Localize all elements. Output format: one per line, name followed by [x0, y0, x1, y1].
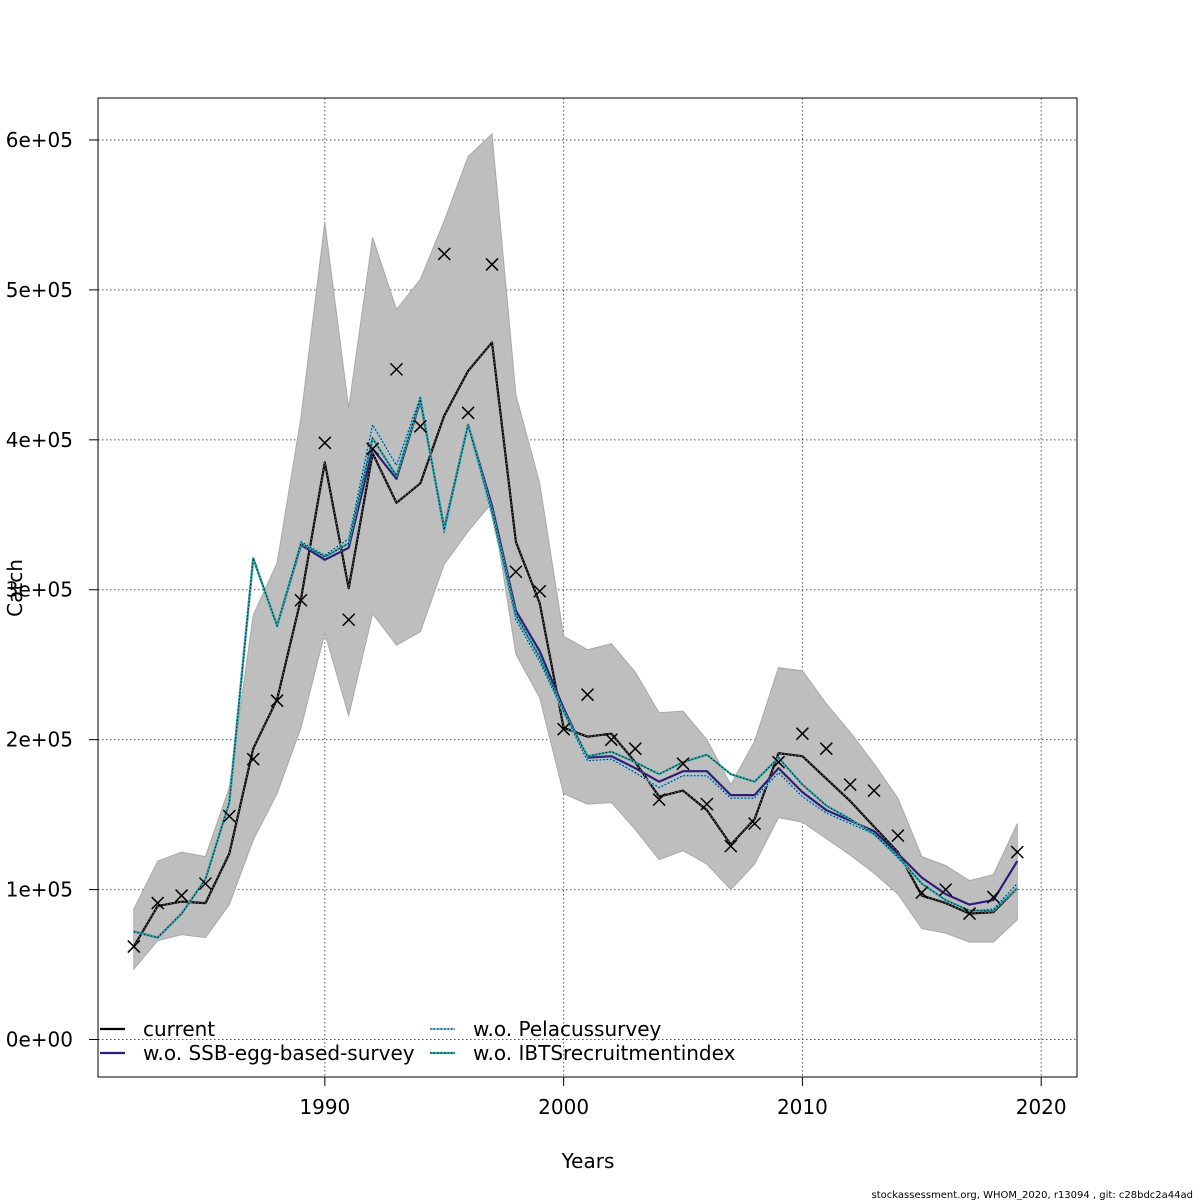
observed-point	[795, 727, 809, 741]
x-axis-label: Years	[561, 1149, 615, 1173]
observed-point	[1010, 845, 1024, 859]
observed-point	[676, 757, 690, 771]
observed-point	[175, 889, 189, 903]
observed-point	[342, 613, 356, 627]
observed-markers	[127, 247, 1024, 954]
observed-point	[151, 896, 165, 910]
observed-point	[939, 883, 953, 897]
legend-entry-current: current	[100, 1017, 215, 1041]
series-lines	[132, 341, 1019, 948]
observed-point	[819, 742, 833, 756]
x-tick-label: 1990	[299, 1095, 350, 1119]
legend-entry-w-o-ssb-egg-based-survey: w.o. SSB-egg-based-survey	[100, 1041, 415, 1065]
y-tick-label: 5e+05	[6, 278, 73, 302]
observed-point	[437, 247, 451, 261]
observed-point	[891, 829, 905, 843]
observed-point	[557, 722, 571, 736]
y-tick-label: 4e+05	[6, 428, 73, 452]
legend-label: w.o. Pelacussurvey	[473, 1017, 661, 1041]
legend-entry-w-o-ibtsrecruitmentindex: w.o. IBTSrecruitmentindex	[430, 1041, 736, 1065]
observed-point	[748, 817, 762, 831]
confidence-band-area	[133, 132, 1018, 971]
confidence-band	[133, 132, 1018, 971]
observed-point	[485, 257, 499, 271]
y-axis-label: Catch	[3, 559, 27, 617]
legend-label: w.o. SSB-egg-based-survey	[143, 1041, 415, 1065]
observed-point	[318, 436, 332, 450]
series-w-o-ibtsrecruitmentindex	[133, 398, 1019, 939]
observed-point	[963, 907, 977, 921]
observed-point	[246, 752, 260, 766]
y-tick-label: 2e+05	[6, 728, 73, 752]
x-tick-label: 2020	[1016, 1095, 1067, 1119]
observed-point	[533, 584, 547, 598]
observed-point	[366, 442, 380, 456]
observed-point	[724, 839, 738, 853]
y-tick-label: 3e+05	[6, 578, 73, 602]
observed-point	[580, 688, 595, 702]
plot-frame	[97, 97, 1078, 1078]
y-tick-label: 6e+05	[6, 128, 73, 152]
observed-point	[509, 565, 523, 579]
observed-point	[700, 797, 714, 811]
x-tick-label: 2010	[777, 1095, 828, 1119]
observed-point	[915, 886, 929, 900]
y-axis-ticks: 0e+00 1e+05 2e+05 3e+05 4e+05 5e+05 6e+05	[6, 128, 98, 1052]
legend-label: current	[143, 1017, 215, 1041]
observed-point	[867, 784, 881, 798]
legend-entry-w-o-pelacussurvey: w.o. Pelacussurvey	[430, 1017, 661, 1041]
observed-point	[389, 362, 404, 376]
observed-point	[986, 890, 1000, 904]
series-dots-current	[133, 341, 1018, 947]
observed-point	[461, 406, 475, 420]
y-tick-label: 1e+05	[6, 878, 73, 902]
observed-point	[270, 694, 284, 708]
observed-point	[413, 419, 427, 433]
observed-point	[628, 742, 642, 756]
observed-point	[294, 593, 308, 607]
observed-point	[198, 877, 212, 891]
observed-point	[652, 793, 666, 807]
observed-point	[843, 778, 857, 792]
x-tick-label: 2000	[538, 1095, 589, 1119]
observed-point	[604, 733, 618, 747]
x-axis-ticks: 1990 2000 2010 2020	[299, 1077, 1067, 1119]
observed-point	[771, 755, 786, 769]
y-tick-label: 0e+00	[6, 1028, 73, 1052]
legend-label: w.o. IBTSrecruitmentindex	[473, 1041, 736, 1065]
series-dots-w-o-ibtsrecruitmentindex	[133, 399, 1018, 939]
observed-point	[222, 809, 236, 823]
observed-point	[127, 940, 141, 954]
footer-note: stockassessment.org, WHOM_2020, r13094 ,…	[872, 1190, 1193, 1200]
